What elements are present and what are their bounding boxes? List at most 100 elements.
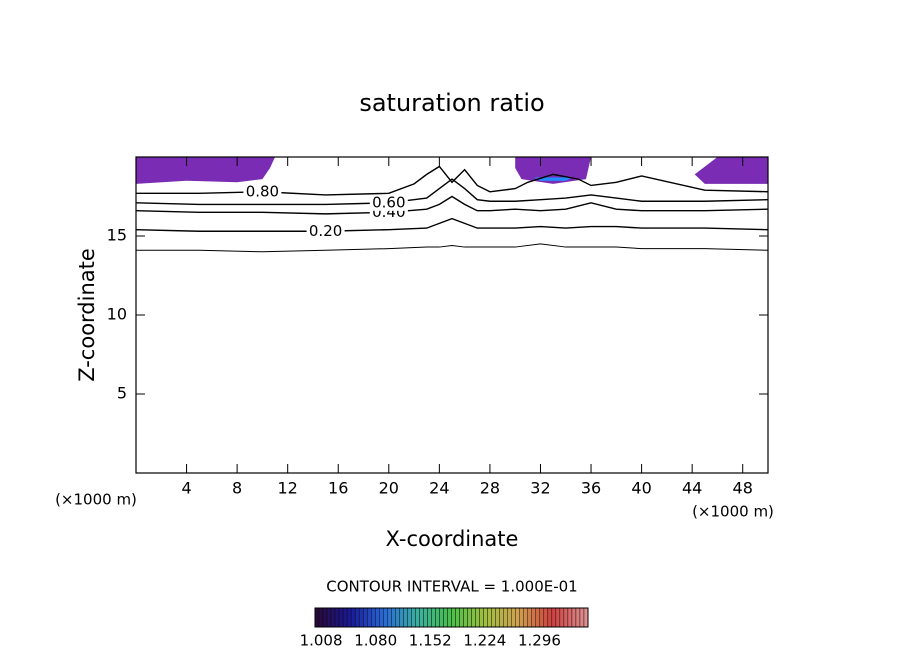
x-tick-label: 24 [429, 479, 449, 498]
colorbar-cell [350, 607, 356, 628]
colorbar-cell [395, 607, 400, 628]
colorbar-cell [527, 607, 532, 628]
colorbar-cell [391, 607, 396, 628]
x-unit: (×1000 m) [692, 503, 774, 521]
contour-label: 0.80 [246, 182, 279, 200]
x-tick-label: 48 [733, 479, 753, 498]
contour-label-bg [369, 194, 408, 211]
colorbar-cell [443, 607, 448, 628]
colorbar-cell [342, 607, 348, 628]
colorbar-cell [366, 607, 372, 628]
colorbar-cell [471, 607, 476, 628]
colorbar-cell [326, 607, 332, 628]
x-tick-label: 32 [530, 479, 550, 498]
colorbar-cell [583, 607, 589, 628]
colorbar-cell [567, 607, 573, 628]
colorbar-cell [571, 607, 577, 628]
colorbar-cell [455, 607, 460, 628]
colorbar-frame [314, 607, 589, 628]
colorbar-cell [463, 607, 468, 628]
colorbar-cell [415, 607, 420, 628]
colorbar-cell [447, 607, 452, 628]
colorbar-cell [551, 607, 557, 628]
y-axis-label: Z-coordinate [75, 248, 99, 382]
x-tick-label: 8 [232, 479, 242, 498]
colorbar-cell [523, 607, 528, 628]
colorbar-cell [467, 607, 472, 628]
colorbar-cell [483, 607, 488, 628]
contour-line [135, 178, 769, 206]
colorbar-cell [563, 607, 569, 628]
supersaturated-region [136, 157, 276, 184]
y-tick-label: 5 [117, 384, 127, 403]
colorbar-cell [515, 607, 520, 628]
colorbar-cell [318, 607, 324, 628]
colorbar-cell [362, 607, 368, 628]
y-tick-label: 15 [107, 226, 127, 245]
colorbar-tick-label: 1.296 [518, 632, 561, 650]
x-tick-label: 16 [328, 479, 348, 498]
colorbar-cell [475, 607, 480, 628]
colorbar-tick-label: 1.224 [463, 632, 506, 650]
colorbar-cell [383, 607, 388, 628]
colorbar-cell [511, 607, 516, 628]
colorbar-cell [575, 607, 581, 628]
colorbar-cell [547, 607, 553, 628]
colorbar-cell [423, 607, 428, 628]
y-tick-label: 10 [107, 305, 127, 324]
colorbar-cell [314, 607, 320, 628]
colorbar-cell [579, 607, 585, 628]
colorbar-cell [491, 607, 496, 628]
colorbar-cell [346, 607, 352, 628]
colorbar-cell [387, 607, 392, 628]
colorbar-tick-label: 1.008 [300, 632, 343, 650]
colorbar-cell [543, 607, 549, 628]
colorbar-cell [411, 607, 416, 628]
colorbar-cell [499, 607, 504, 628]
colorbar-cell [322, 607, 328, 628]
colorbar-cell [338, 607, 344, 628]
contour-line [136, 243, 769, 253]
supersaturated-region [515, 157, 592, 184]
contour-label-bg [243, 183, 282, 200]
colorbar-cell [519, 607, 524, 628]
supersaturated-region [534, 177, 573, 181]
x-tick-label: 20 [379, 479, 399, 498]
colorbar-cell [403, 607, 408, 628]
colorbar-cell [435, 607, 440, 628]
contour-label: 0.60 [372, 193, 405, 211]
chart-title: saturation ratio [359, 89, 544, 117]
x-tick-label: 40 [631, 479, 651, 498]
contour-line [136, 165, 769, 196]
colorbar-cell [507, 607, 512, 628]
colorbar-cell [354, 607, 360, 628]
colorbar-tick-label: 1.080 [354, 632, 397, 650]
colorbar-cell [379, 607, 384, 628]
colorbar-cell [407, 607, 412, 628]
y-unit: (×1000 m) [55, 491, 137, 509]
colorbar-cell [431, 607, 436, 628]
colorbar-cell [358, 607, 364, 628]
colorbar-cell [451, 607, 456, 628]
colorbar-cell [334, 607, 340, 628]
x-axis-label: X-coordinate [386, 527, 519, 551]
colorbar-cell [399, 607, 404, 628]
colorbar-cell [459, 607, 464, 628]
x-tick-label: 36 [581, 479, 601, 498]
contour-interval: CONTOUR INTERVAL = 1.000E-01 [326, 578, 577, 596]
colorbar-cell [487, 607, 492, 628]
x-tick-label: 12 [278, 479, 298, 498]
colorbar-cell [479, 607, 484, 628]
contour-label-bg [306, 223, 345, 240]
colorbar-cell [539, 607, 545, 628]
colorbar-cell [559, 607, 565, 628]
colorbar-cell [375, 607, 380, 628]
colorbar-cell [330, 607, 336, 628]
contour-line [135, 217, 769, 232]
colorbar-cell [427, 607, 432, 628]
colorbar-tick-label: 1.152 [409, 632, 452, 650]
x-tick-label: 44 [682, 479, 702, 498]
colorbar-cell [555, 607, 561, 628]
